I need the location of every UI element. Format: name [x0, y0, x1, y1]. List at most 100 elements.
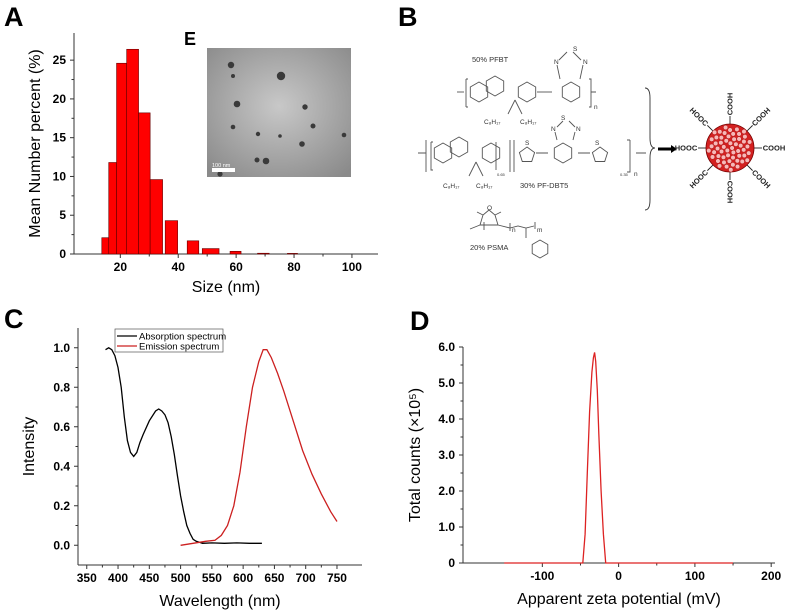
x-tick-label: 700: [296, 571, 316, 585]
bracket-right: [589, 78, 596, 108]
particle-bead: [715, 158, 721, 164]
nanoparticle-dots: [217, 61, 347, 177]
particle-bead: [730, 131, 736, 137]
x-tick-label: 600: [233, 571, 253, 585]
alkyl-label: C₈H₁₇: [520, 119, 537, 126]
particle-bead: [721, 144, 727, 150]
legend-entry: Absorption spectrum: [139, 332, 226, 343]
particle-bead: [727, 127, 733, 133]
brace: [644, 87, 656, 211]
histogram-bar: [116, 62, 127, 255]
series-line: [504, 352, 733, 564]
y-tick-label: 10: [53, 169, 67, 183]
particle-bead: [735, 164, 741, 170]
particle-bead: [711, 149, 717, 155]
scale-bar: [212, 168, 235, 172]
size-histogram: 20 40 60 80 100 0 5 10 15 20 25 Size (nm) Mean Numbe…: [27, 33, 378, 296]
fraction-label: 0.35: [620, 172, 629, 177]
histogram-bar: [101, 237, 110, 255]
x-axis-label: Wavelength (nm): [159, 593, 280, 610]
pfbt-label: 50% PFBT: [472, 55, 509, 64]
benzene-ring: [517, 81, 537, 103]
ligand-bond: [707, 125, 714, 132]
histogram-bar: [126, 48, 139, 255]
y-tick-label: 15: [53, 131, 67, 145]
repeat-n: n: [512, 227, 516, 234]
x-tick-label: 100: [685, 569, 705, 583]
particle-bead: [739, 158, 745, 165]
repeat-m: m: [537, 227, 542, 234]
benzene-ring: [481, 142, 501, 164]
panel-label-e: E: [184, 29, 196, 49]
legend: [114, 328, 224, 353]
particle-bead: [706, 148, 712, 154]
x-tick-label: 650: [264, 571, 284, 585]
y-tick-label: 0.4: [53, 459, 70, 473]
tem-inset: E 100 nm: [184, 29, 351, 177]
histogram-bar: [257, 252, 270, 255]
particle-bead: [728, 167, 734, 173]
spectra-chart: 350 400 450 500 550 600 650 700 750 0.0 0.2 0.4 0.6 0…: [21, 328, 362, 610]
ligand-bond: [746, 125, 753, 132]
repeat-n: n: [634, 171, 638, 178]
particle-bead: [733, 141, 739, 147]
particle-bead: [736, 153, 742, 159]
particle-bead: [723, 124, 729, 131]
panel-label-b: B: [398, 2, 418, 32]
particle-bead: [746, 150, 752, 156]
particle-bead: [709, 143, 715, 149]
series-line: [180, 349, 338, 546]
benzene-ring: [485, 75, 505, 97]
alkyl-label: C₈H₁₇: [476, 183, 493, 190]
y-axis-label: Total counts (×10⁵): [407, 388, 424, 522]
x-tick-label: 750: [327, 571, 347, 585]
carboxyl-label: HOOC: [688, 106, 711, 129]
y-tick-label: 25: [53, 53, 67, 67]
y-tick-label: 0.2: [53, 499, 70, 513]
nitrogen-label: N: [583, 59, 588, 66]
particle-bead: [730, 155, 736, 161]
sulfur-label: S: [573, 46, 578, 53]
particle-bead: [716, 163, 723, 169]
x-tick-label: 60: [229, 260, 243, 274]
thiophene-ring: [518, 146, 536, 162]
ligand-bond: [746, 164, 753, 171]
panel-label-a: A: [4, 2, 24, 32]
particle-bead: [741, 147, 747, 153]
particle-bead: [744, 144, 750, 150]
y-axis-label: Intensity: [21, 417, 38, 477]
particle-bead: [727, 140, 733, 146]
panel-label-c: C: [4, 304, 24, 334]
x-tick-label: 550: [202, 571, 222, 585]
x-tick-label: 500: [171, 571, 191, 585]
histogram-bar: [287, 253, 298, 255]
x-tick-label: 100: [342, 260, 362, 274]
particle-bead: [741, 139, 747, 145]
particle-bead: [731, 136, 737, 142]
y-tick-label: 2.0: [438, 484, 455, 498]
particle-bead: [724, 147, 730, 154]
benzene-ring: [553, 142, 573, 164]
nitrogen-label: N: [576, 126, 581, 133]
particle-bead: [718, 140, 724, 146]
alkyl-label: C₈H₁₇: [443, 183, 460, 190]
histogram-bar: [229, 250, 242, 255]
repeat-n: n: [594, 104, 598, 111]
nitrogen-label: N: [551, 126, 556, 133]
particle-bead: [734, 126, 740, 132]
psma-label: 20% PSMA: [470, 243, 508, 252]
particle-bead: [730, 162, 736, 168]
particle-bead: [718, 148, 725, 155]
histogram-bar: [186, 240, 200, 255]
particle-bead: [712, 129, 718, 135]
pfdbt5-label: 30% PF-DBT5: [520, 181, 568, 190]
particle-bead: [713, 134, 719, 141]
tem-image: [207, 48, 351, 177]
carboxyl-label: COOH: [763, 144, 786, 153]
particle-bead: [744, 157, 750, 163]
x-tick-label: 0: [615, 569, 622, 583]
sulfur-label: S: [561, 115, 566, 122]
x-axis-label: Apparent zeta potential (mV): [517, 591, 721, 608]
ligand-bond: [707, 164, 714, 171]
